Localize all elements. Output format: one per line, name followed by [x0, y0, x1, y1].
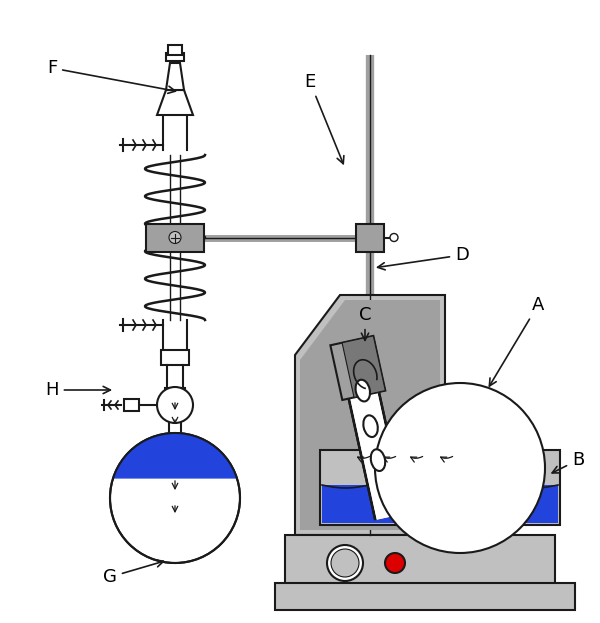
Polygon shape — [331, 336, 385, 400]
Polygon shape — [275, 583, 575, 610]
Bar — [285, 535, 555, 585]
Bar — [124, 399, 139, 411]
Text: H: H — [45, 381, 110, 399]
Circle shape — [385, 553, 405, 573]
Bar — [165, 388, 185, 398]
Circle shape — [157, 387, 193, 423]
Bar — [168, 45, 182, 55]
Polygon shape — [166, 63, 184, 90]
Circle shape — [110, 433, 240, 563]
Circle shape — [327, 545, 363, 581]
Text: A: A — [490, 296, 544, 386]
Text: G: G — [103, 560, 164, 586]
Bar — [356, 224, 384, 252]
Circle shape — [375, 383, 545, 553]
Bar — [161, 350, 189, 365]
Polygon shape — [295, 295, 445, 535]
Bar — [166, 53, 184, 61]
Text: E: E — [304, 73, 344, 164]
Text: D: D — [377, 246, 469, 270]
Ellipse shape — [364, 416, 378, 437]
Bar — [146, 224, 204, 252]
Text: B: B — [552, 451, 584, 473]
Text: C: C — [359, 306, 371, 340]
Circle shape — [390, 234, 398, 242]
Text: F: F — [47, 59, 175, 93]
Circle shape — [331, 549, 359, 577]
Ellipse shape — [356, 380, 370, 401]
Bar — [320, 450, 560, 525]
Ellipse shape — [371, 449, 385, 471]
Bar — [322, 485, 558, 523]
Circle shape — [169, 232, 181, 244]
Polygon shape — [342, 336, 385, 397]
Polygon shape — [157, 90, 193, 115]
Polygon shape — [113, 433, 237, 478]
Polygon shape — [300, 300, 440, 530]
